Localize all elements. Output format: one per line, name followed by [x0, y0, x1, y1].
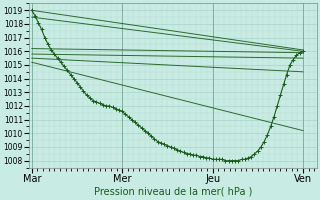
X-axis label: Pression niveau de la mer( hPa ): Pression niveau de la mer( hPa )	[94, 187, 252, 197]
